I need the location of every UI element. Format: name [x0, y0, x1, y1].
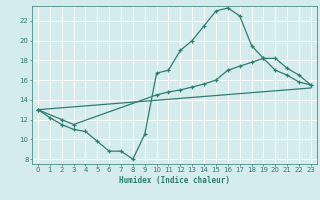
X-axis label: Humidex (Indice chaleur): Humidex (Indice chaleur) — [119, 176, 230, 185]
